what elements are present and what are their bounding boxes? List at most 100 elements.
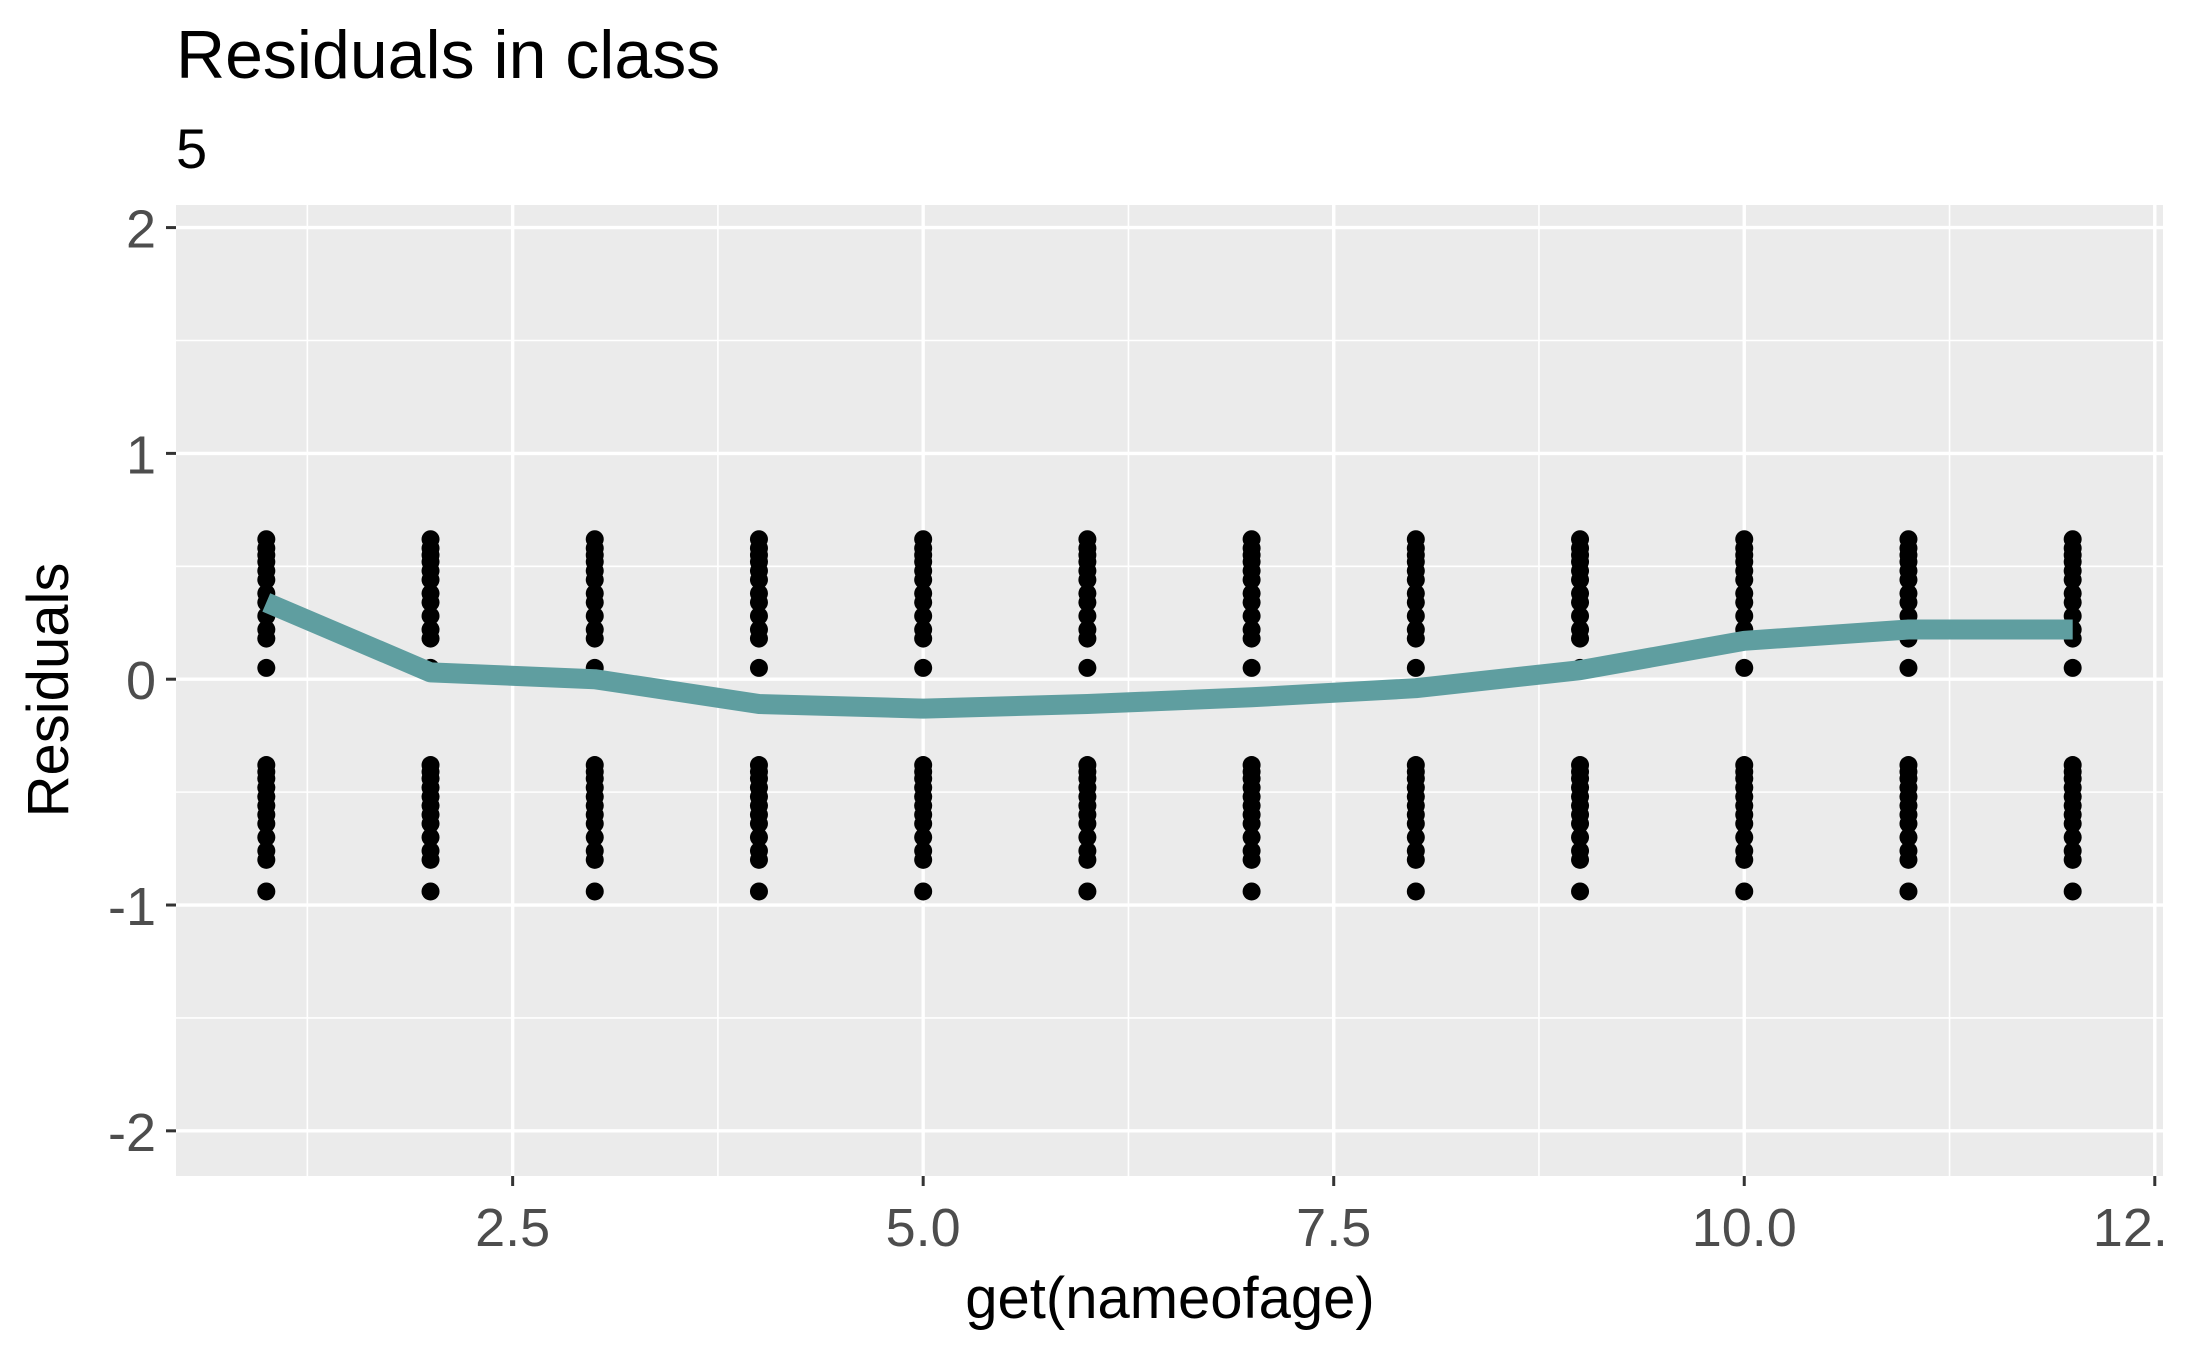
data-points bbox=[257, 530, 2082, 901]
data-point bbox=[421, 882, 440, 901]
data-point bbox=[421, 606, 440, 625]
data-point bbox=[749, 882, 768, 901]
data-point bbox=[421, 570, 440, 589]
data-point bbox=[1242, 850, 1261, 869]
data-point bbox=[421, 814, 440, 833]
data-point bbox=[1571, 814, 1590, 833]
data-point bbox=[1242, 882, 1261, 901]
data-point bbox=[749, 606, 768, 625]
data-point bbox=[1735, 606, 1754, 625]
data-point bbox=[914, 606, 933, 625]
x-axis-title: get(nameofage) bbox=[965, 1266, 1374, 1331]
data-point bbox=[1571, 828, 1590, 847]
data-point bbox=[1899, 593, 1918, 612]
data-point bbox=[1406, 629, 1425, 648]
data-point bbox=[1735, 882, 1754, 901]
data-point bbox=[1078, 570, 1097, 589]
smooth-line bbox=[262, 593, 2073, 719]
data-point bbox=[585, 814, 604, 833]
data-point bbox=[1406, 882, 1425, 901]
data-point bbox=[1078, 828, 1097, 847]
data-point bbox=[1406, 814, 1425, 833]
y-tick-label: 0 bbox=[126, 651, 156, 711]
data-point bbox=[2063, 850, 2082, 869]
data-point bbox=[914, 850, 933, 869]
data-point bbox=[749, 850, 768, 869]
data-point bbox=[914, 882, 933, 901]
data-point bbox=[1406, 828, 1425, 847]
data-point bbox=[1899, 814, 1918, 833]
data-point bbox=[1735, 593, 1754, 612]
data-point bbox=[914, 814, 933, 833]
data-point bbox=[257, 814, 276, 833]
data-point bbox=[257, 850, 276, 869]
data-point bbox=[257, 882, 276, 901]
data-point bbox=[257, 570, 276, 589]
data-point bbox=[1406, 606, 1425, 625]
data-point bbox=[1242, 658, 1261, 677]
data-point bbox=[421, 828, 440, 847]
data-point bbox=[1899, 828, 1918, 847]
data-point bbox=[1899, 850, 1918, 869]
data-point bbox=[1406, 593, 1425, 612]
data-point bbox=[1571, 593, 1590, 612]
data-point bbox=[421, 629, 440, 648]
data-point bbox=[1078, 882, 1097, 901]
plot-panel bbox=[176, 205, 2163, 1176]
y-axis-title: Residuals bbox=[16, 563, 81, 818]
data-point bbox=[585, 850, 604, 869]
data-point bbox=[914, 828, 933, 847]
data-point bbox=[257, 629, 276, 648]
data-point bbox=[1571, 606, 1590, 625]
data-point bbox=[1899, 658, 1918, 677]
data-point bbox=[914, 658, 933, 677]
data-point bbox=[1242, 570, 1261, 589]
x-axis: 2.5 5.0 7.5 10.0 12. bbox=[475, 1176, 2168, 1258]
data-point bbox=[1242, 814, 1261, 833]
data-point bbox=[1571, 570, 1590, 589]
data-point bbox=[1406, 850, 1425, 869]
data-point bbox=[585, 570, 604, 589]
data-point bbox=[585, 606, 604, 625]
data-point bbox=[1078, 850, 1097, 869]
data-point bbox=[1078, 658, 1097, 677]
data-point bbox=[749, 593, 768, 612]
data-point bbox=[1406, 570, 1425, 589]
data-point bbox=[585, 828, 604, 847]
data-point bbox=[1735, 814, 1754, 833]
grid-minor bbox=[176, 205, 2163, 1176]
data-point bbox=[1242, 606, 1261, 625]
data-point bbox=[1735, 658, 1754, 677]
data-point bbox=[1078, 629, 1097, 648]
data-point bbox=[585, 629, 604, 648]
y-tick-label: -1 bbox=[108, 877, 156, 937]
data-point bbox=[2063, 814, 2082, 833]
data-point bbox=[749, 629, 768, 648]
data-point bbox=[1078, 593, 1097, 612]
data-point bbox=[421, 593, 440, 612]
data-point bbox=[2063, 570, 2082, 589]
data-point bbox=[914, 593, 933, 612]
data-point bbox=[1078, 606, 1097, 625]
x-tick-label: 5.0 bbox=[886, 1198, 961, 1258]
grid-major bbox=[176, 205, 2163, 1176]
data-point bbox=[1899, 882, 1918, 901]
data-point bbox=[1571, 629, 1590, 648]
data-point bbox=[2063, 882, 2082, 901]
data-point bbox=[2063, 828, 2082, 847]
data-point bbox=[1735, 828, 1754, 847]
data-point bbox=[749, 570, 768, 589]
data-point bbox=[1735, 850, 1754, 869]
data-point bbox=[914, 629, 933, 648]
data-point bbox=[749, 658, 768, 677]
data-point bbox=[1899, 570, 1918, 589]
chart-subtitle: 5 bbox=[176, 117, 207, 180]
data-point bbox=[421, 850, 440, 869]
data-point bbox=[1406, 658, 1425, 677]
smooth-line-layer bbox=[262, 593, 2073, 719]
x-tick-label: 12. bbox=[2093, 1198, 2168, 1258]
data-point bbox=[914, 570, 933, 589]
data-point bbox=[749, 814, 768, 833]
x-tick-label: 2.5 bbox=[475, 1198, 550, 1258]
